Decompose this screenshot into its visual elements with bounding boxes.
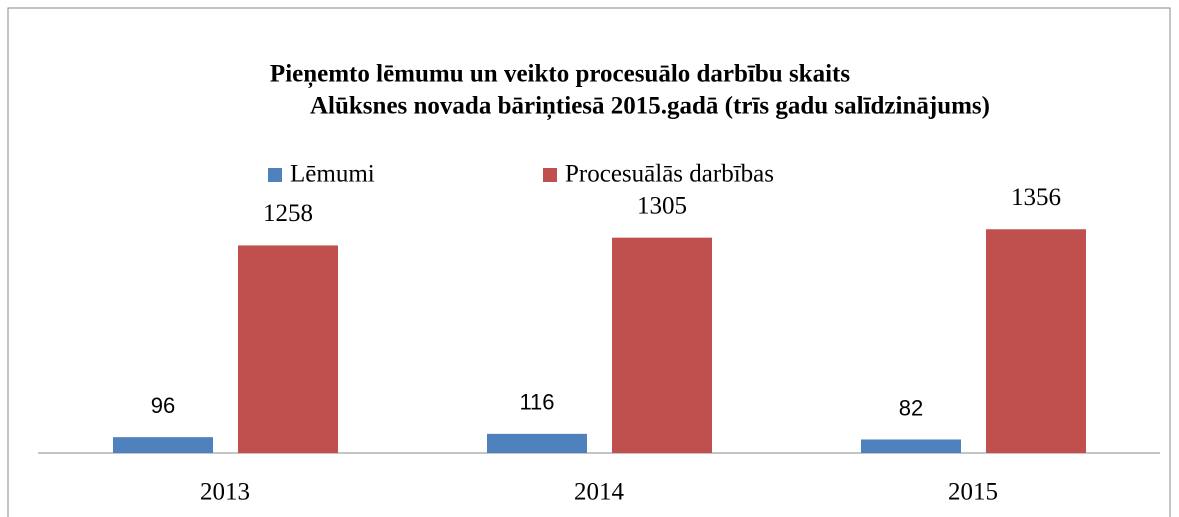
legend-swatch xyxy=(268,168,282,182)
legend-label: Lēmumi xyxy=(290,161,375,188)
legend-swatch xyxy=(543,168,557,182)
data-label: 116 xyxy=(519,390,554,415)
x-tick-label: 2013 xyxy=(200,479,250,506)
bar xyxy=(113,437,213,453)
x-tick-label: 2015 xyxy=(948,479,998,506)
bar xyxy=(986,229,1086,453)
chart-border xyxy=(7,7,1171,517)
bar xyxy=(487,433,587,453)
data-label: 96 xyxy=(151,393,175,418)
legend-label: Procesuālās darbības xyxy=(565,161,774,188)
chart-title: Pieņemto lēmumu un veikto procesuālo dar… xyxy=(270,61,850,89)
bar xyxy=(238,245,338,453)
data-label: 1305 xyxy=(637,192,687,219)
data-label: 1258 xyxy=(263,200,313,227)
bar xyxy=(612,237,712,453)
bar xyxy=(861,439,961,453)
data-label: 82 xyxy=(899,395,923,420)
data-label: 1356 xyxy=(1011,184,1061,211)
x-tick-label: 2014 xyxy=(574,479,625,506)
chart-title: Alūksnes novada bāriņtiesā 2015.gadā (tr… xyxy=(310,93,990,121)
